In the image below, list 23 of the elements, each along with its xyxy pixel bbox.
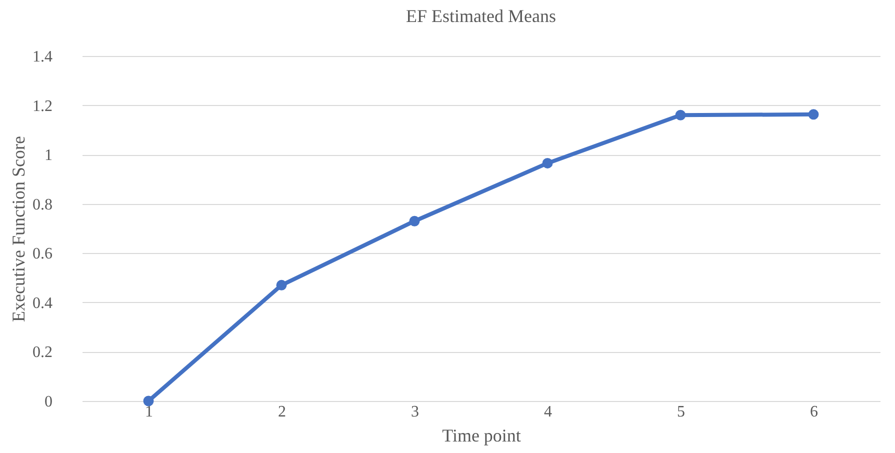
y-tick-label: 0.4 [32,294,52,312]
point [675,110,686,120]
x-tick-label: 5 [677,404,685,420]
y-tick-label: 1.4 [32,48,52,66]
point [276,280,287,290]
point [808,109,819,120]
y-tick-label: 0.8 [32,196,52,214]
y-tick-label: 0 [44,394,52,410]
point [542,158,553,168]
y-tick-label: 1 [44,147,52,164]
point [409,216,420,226]
y-tick-label: 0.2 [32,344,52,362]
y-axis-title: Executive Function Score [8,136,28,322]
x-tick-label: 3 [411,404,419,420]
x-tick-label: 2 [278,404,286,420]
point [143,396,154,406]
x-tick-label: 4 [544,404,552,420]
x-tick-label: 6 [810,404,818,420]
y-tick-label: 0.6 [32,246,52,263]
chart-title: EF Estimated Means [406,6,556,26]
x-axis-title: Time point [442,426,521,446]
y-tick-label: 1.2 [32,98,52,115]
x-tick-label: 1 [145,404,153,420]
